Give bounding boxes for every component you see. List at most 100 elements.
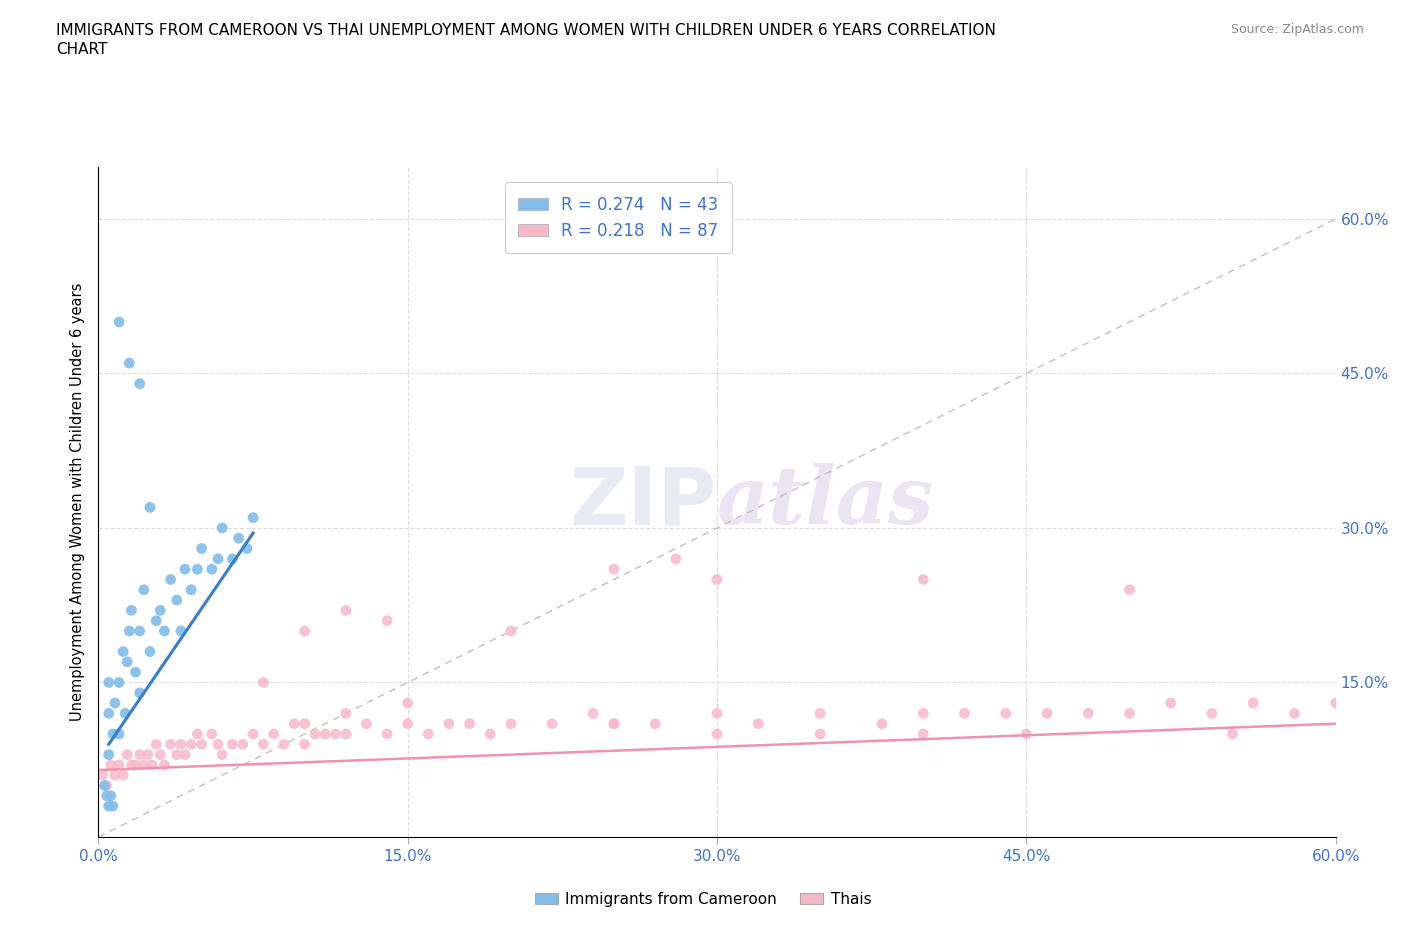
Text: ZIP: ZIP [569, 463, 717, 541]
Point [149, 603, 172, 618]
Point [603, 716, 626, 731]
Point [1284, 706, 1306, 721]
Point [108, 675, 131, 690]
Point [396, 716, 419, 731]
Point [174, 562, 197, 577]
Point [201, 562, 224, 577]
Point [207, 737, 229, 751]
Point [437, 716, 460, 731]
Point [375, 613, 398, 628]
Point [994, 706, 1017, 721]
Point [174, 747, 197, 762]
Point [232, 737, 254, 751]
Point [541, 716, 564, 731]
Point [186, 562, 208, 577]
Point [221, 737, 243, 751]
Point [186, 726, 208, 741]
Point [108, 757, 131, 772]
Point [145, 737, 167, 751]
Point [153, 623, 176, 638]
Point [211, 747, 233, 762]
Point [870, 716, 893, 731]
Point [458, 716, 481, 731]
Point [128, 623, 150, 638]
Point [166, 592, 188, 607]
Point [120, 603, 142, 618]
Point [159, 572, 181, 587]
Point [1118, 706, 1140, 721]
Point [325, 726, 347, 741]
Point [101, 799, 124, 814]
Point [91, 768, 114, 783]
Point [294, 737, 316, 751]
Point [170, 737, 193, 751]
Point [375, 726, 398, 741]
Point [96, 789, 118, 804]
Point [128, 377, 150, 392]
Point [124, 757, 146, 772]
Point [499, 716, 522, 731]
Point [252, 675, 274, 690]
Point [1201, 706, 1223, 721]
Point [145, 613, 167, 628]
Point [190, 541, 212, 556]
Point [159, 737, 181, 751]
Point [97, 799, 120, 814]
Point [582, 706, 605, 721]
Point [132, 757, 155, 772]
Point [335, 603, 357, 618]
Point [108, 726, 131, 741]
Point [114, 706, 136, 721]
Point [335, 726, 357, 741]
Point [108, 314, 131, 329]
Point [170, 623, 193, 638]
Point [314, 726, 336, 741]
Point [273, 737, 295, 751]
Point [93, 778, 115, 793]
Point [180, 582, 202, 597]
Point [101, 726, 124, 741]
Point [953, 706, 976, 721]
Point [706, 706, 728, 721]
Text: 15.0%: 15.0% [384, 849, 432, 864]
Text: 0.0%: 0.0% [79, 849, 118, 864]
Point [283, 716, 305, 731]
Point [1160, 696, 1182, 711]
Point [304, 726, 326, 741]
Point [221, 551, 243, 566]
Point [100, 789, 122, 804]
Text: 60.0%: 60.0% [1312, 849, 1360, 864]
Point [356, 716, 378, 731]
Text: IMMIGRANTS FROM CAMEROON VS THAI UNEMPLOYMENT AMONG WOMEN WITH CHILDREN UNDER 6 : IMMIGRANTS FROM CAMEROON VS THAI UNEMPLO… [56, 23, 995, 38]
Point [100, 757, 122, 772]
Point [808, 726, 831, 741]
Point [603, 716, 626, 731]
Point [418, 726, 440, 741]
Point [201, 726, 224, 741]
Point [236, 541, 259, 556]
Point [96, 778, 118, 793]
Point [97, 747, 120, 762]
Point [294, 716, 316, 731]
Point [211, 521, 233, 536]
Text: 45.0%: 45.0% [1002, 849, 1050, 864]
Point [207, 551, 229, 566]
Point [912, 706, 935, 721]
Point [112, 644, 135, 659]
Point [104, 768, 127, 783]
Point [118, 355, 141, 370]
Point [139, 644, 162, 659]
Point [97, 675, 120, 690]
Point [120, 757, 142, 772]
Point [117, 655, 139, 670]
Point [263, 726, 285, 741]
Point [1015, 726, 1038, 741]
Point [118, 623, 141, 638]
Point [112, 768, 135, 783]
Point [180, 737, 202, 751]
Point [97, 706, 120, 721]
Point [1324, 696, 1347, 711]
Point [104, 696, 127, 711]
Point [1077, 706, 1099, 721]
Point [499, 623, 522, 638]
